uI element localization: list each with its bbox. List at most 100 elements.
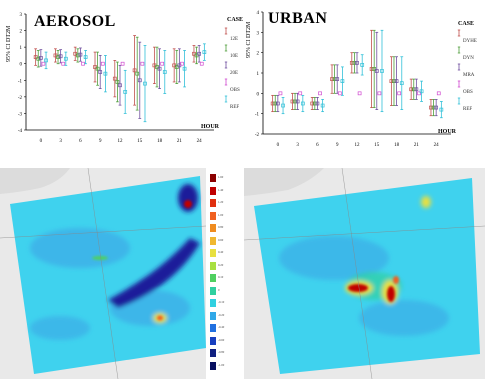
- y-tick-label: -2: [255, 133, 260, 138]
- data-point: [137, 78, 142, 83]
- colorbar-swatch: [210, 336, 216, 345]
- data-point: [56, 55, 60, 59]
- colorbar: 1.60 1.40 1.20 1.00 0.80 0.60 0.40 0.20 …: [206, 168, 242, 379]
- y-tick-label: 1: [257, 72, 260, 77]
- data-point: [58, 54, 63, 59]
- colorbar-swatch: [210, 274, 216, 282]
- colorbar-label: -0.20: [218, 312, 225, 317]
- y-tick-label: -1: [18, 79, 23, 84]
- colorbar-swatch: [210, 174, 216, 182]
- aerosol-chart-title: AEROSOL: [34, 13, 116, 30]
- data-point: [41, 61, 46, 66]
- colorbar-label: 0.20: [218, 262, 224, 267]
- x-tick-label: 12: [118, 139, 124, 144]
- data-point: [357, 91, 362, 96]
- land-mass: [0, 168, 70, 194]
- data-point: [275, 101, 280, 106]
- colorbar-swatch: [210, 361, 216, 370]
- data-point: [123, 90, 128, 94]
- y-tick-label: 0: [20, 63, 23, 68]
- data-point: [377, 91, 382, 96]
- grid-line: [87, 168, 119, 379]
- data-point: [270, 101, 275, 106]
- legend-label: REF: [230, 105, 239, 110]
- data-point: [352, 60, 357, 65]
- aerosol-difference-map: 1.60 1.40 1.20 1.00 0.80 0.60 0.40 0.20 …: [0, 168, 242, 379]
- data-point: [273, 101, 278, 106]
- data-point: [162, 70, 167, 74]
- data-point: [332, 77, 337, 81]
- data-point: [38, 56, 43, 60]
- x-tick-label: 21: [177, 139, 183, 144]
- x-tick-label: 6: [79, 139, 82, 144]
- colorbar-label: -0.80: [218, 350, 225, 354]
- data-point: [115, 80, 120, 84]
- data-point: [340, 79, 345, 83]
- y-tick-label: 4: [257, 11, 260, 16]
- data-point: [310, 101, 315, 106]
- colorbar-swatch: [210, 186, 216, 195]
- legend-label: DYHE: [463, 39, 477, 44]
- legend-label: MRA: [463, 73, 475, 78]
- data-point: [157, 66, 162, 71]
- data-point: [360, 63, 365, 67]
- colorbar-label: -0.10: [218, 300, 225, 304]
- data-point: [278, 91, 283, 96]
- y-tick-label: -1: [255, 113, 260, 118]
- data-point: [380, 69, 384, 73]
- data-point: [281, 103, 285, 108]
- y-tick-label: -2: [18, 96, 23, 101]
- x-tick-label: 15: [374, 143, 380, 148]
- x-tick-label: 9: [99, 139, 102, 144]
- data-point: [81, 61, 85, 66]
- urban-x-axis-label: HOUR: [438, 129, 456, 135]
- data-point: [436, 91, 441, 96]
- data-point: [95, 66, 100, 71]
- urban-map-field: [244, 168, 485, 379]
- x-tick-label: 3: [296, 143, 299, 148]
- data-point: [120, 61, 125, 66]
- aerosol-legend-title: CASE: [227, 17, 244, 23]
- hotspots: [92, 200, 192, 321]
- hotspots: [348, 276, 399, 302]
- data-point: [180, 61, 184, 66]
- data-point: [389, 79, 394, 83]
- x-tick-label: 0: [277, 143, 280, 148]
- data-point: [197, 51, 202, 56]
- data-point: [100, 61, 105, 66]
- data-point: [417, 91, 421, 96]
- data-point: [293, 99, 297, 104]
- y-tick-label: 2: [20, 30, 23, 35]
- anomaly-patches: [30, 184, 200, 340]
- data-point: [369, 67, 374, 71]
- data-point: [199, 61, 204, 66]
- data-point: [44, 58, 48, 63]
- colorbar-label: 1.20: [218, 200, 224, 204]
- urban-y-axis-label: 95% CI DT2M: [246, 21, 252, 58]
- colorbar-swatch: [210, 299, 216, 307]
- data-point: [135, 71, 140, 76]
- colorbar-swatch: [210, 349, 216, 357]
- data-point: [409, 87, 414, 92]
- urban-difference-map: [244, 168, 485, 379]
- colorbar-label: 0.40: [218, 250, 224, 254]
- data-point: [434, 105, 439, 110]
- data-point: [295, 99, 300, 104]
- model-domain: [10, 176, 206, 374]
- colorbar-swatch: [210, 224, 216, 232]
- x-tick-label: 18: [394, 143, 400, 148]
- x-tick-label: 3: [59, 139, 62, 144]
- data-point: [411, 87, 416, 92]
- data-point: [419, 89, 424, 94]
- data-point: [132, 68, 137, 73]
- legend-label: REF: [463, 107, 472, 112]
- data-point: [63, 56, 68, 61]
- x-tick-label: 9: [336, 143, 339, 148]
- y-tick-label: -4: [18, 129, 23, 134]
- data-point: [372, 67, 377, 71]
- data-point: [202, 50, 207, 54]
- data-point: [349, 60, 354, 65]
- data-point: [397, 91, 402, 96]
